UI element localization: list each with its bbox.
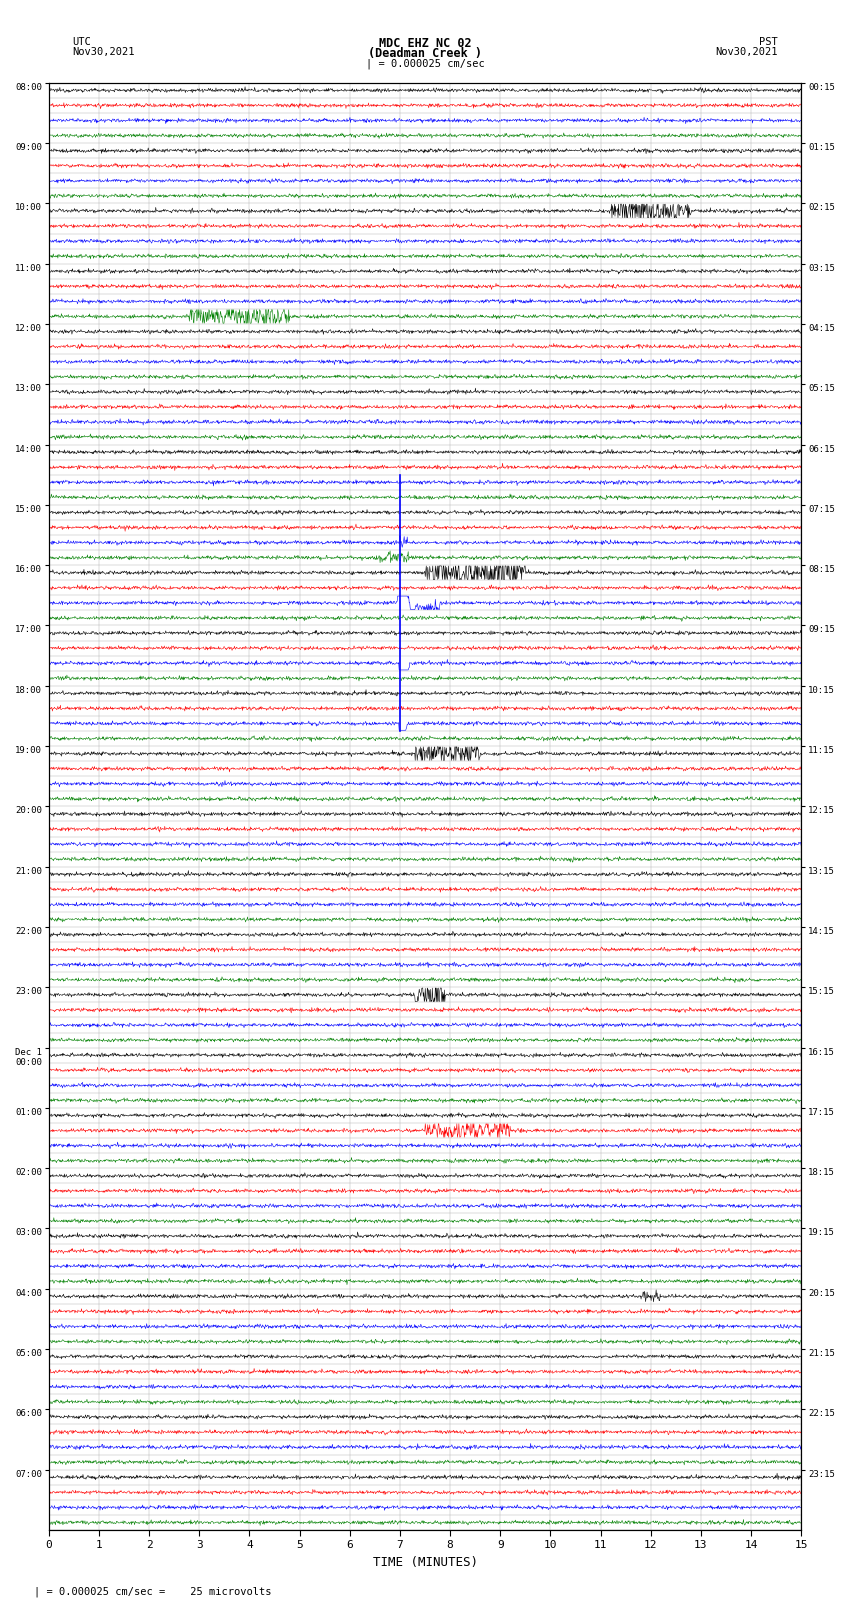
Text: (Deadman Creek ): (Deadman Creek ): [368, 47, 482, 60]
Text: PST: PST: [759, 37, 778, 47]
Text: | = 0.000025 cm/sec =    25 microvolts: | = 0.000025 cm/sec = 25 microvolts: [34, 1586, 271, 1597]
Text: UTC: UTC: [72, 37, 91, 47]
Text: Nov30,2021: Nov30,2021: [715, 47, 778, 56]
Text: Nov30,2021: Nov30,2021: [72, 47, 135, 56]
Text: MDC EHZ NC 02: MDC EHZ NC 02: [379, 37, 471, 50]
Text: | = 0.000025 cm/sec: | = 0.000025 cm/sec: [366, 58, 484, 69]
X-axis label: TIME (MINUTES): TIME (MINUTES): [372, 1557, 478, 1569]
